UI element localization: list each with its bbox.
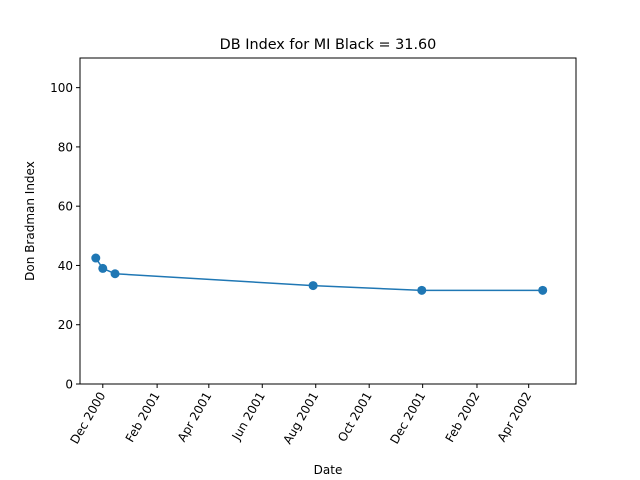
- data-point: [91, 253, 101, 263]
- x-tick-label: Aug 2001: [280, 390, 321, 447]
- chart-title: DB Index for MI Black = 31.60: [220, 37, 437, 53]
- y-axis-label: Don Bradman Index: [23, 161, 37, 281]
- y-axis: 0 20 40 60 80 100: [50, 81, 80, 392]
- x-tick-label: Oct 2001: [335, 390, 375, 445]
- y-tick-label: 60: [58, 200, 73, 214]
- data-point: [98, 263, 108, 273]
- y-tick-label: 100: [50, 81, 73, 95]
- x-tick-label: Apr 2001: [175, 390, 215, 445]
- x-axis-label: Date: [314, 463, 343, 477]
- x-tick-label: Feb 2001: [123, 390, 163, 445]
- series-layer: [91, 253, 548, 295]
- x-tick-label: Dec 2000: [67, 390, 108, 447]
- x-tick-label: Dec 2001: [387, 390, 428, 447]
- data-point: [110, 269, 120, 279]
- y-tick-label: 0: [65, 378, 73, 392]
- x-axis: Dec 2000 Feb 2001 Apr 2001 Jun 2001 Aug 2001…: [67, 384, 534, 447]
- x-tick-label: Feb 2002: [443, 390, 483, 445]
- data-point: [308, 281, 318, 291]
- x-tick-label: Jun 2001: [229, 390, 268, 444]
- y-tick-label: 80: [58, 140, 73, 154]
- x-tick-label: Apr 2002: [495, 390, 535, 445]
- data-point: [417, 285, 427, 295]
- y-tick-label: 40: [58, 259, 73, 273]
- y-tick-label: 20: [58, 318, 73, 332]
- series-line: [95, 257, 543, 292]
- plot-frame: [79, 57, 577, 385]
- data-point: [538, 285, 548, 295]
